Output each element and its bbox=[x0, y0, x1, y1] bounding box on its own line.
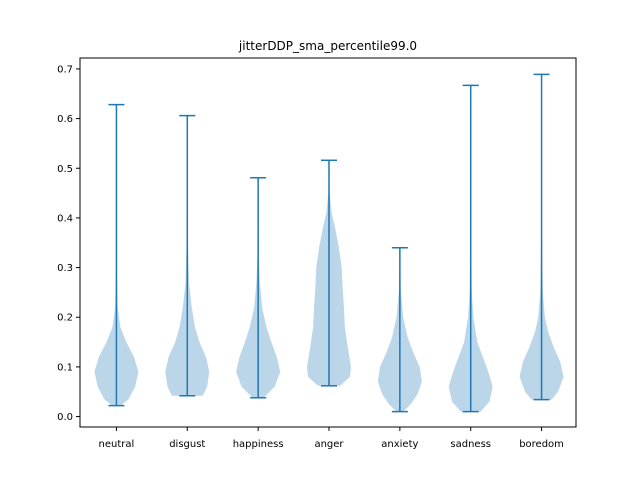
x-tick-label-anger: anger bbox=[314, 439, 344, 450]
x-tick-label-anxiety: anxiety bbox=[381, 439, 418, 450]
y-tick-label: 0.2 bbox=[57, 313, 73, 324]
chart-title: jitterDDP_sma_percentile99.0 bbox=[238, 39, 417, 53]
violins-layer bbox=[94, 73, 564, 413]
violin-happiness bbox=[236, 176, 281, 399]
violin-sadness bbox=[448, 84, 493, 413]
x-tick-label-boredom: boredom bbox=[519, 439, 564, 450]
y-tick-label: 0.5 bbox=[57, 164, 73, 175]
x-axis: neutral disgust happiness anger anxiety sadne… bbox=[99, 427, 564, 450]
y-tick-label: 0.0 bbox=[57, 412, 73, 423]
y-tick-label: 0.3 bbox=[57, 263, 73, 274]
x-tick-label-neutral: neutral bbox=[99, 439, 135, 450]
y-tick-label: 0.4 bbox=[57, 213, 73, 224]
y-tick-label: 0.7 bbox=[57, 64, 73, 75]
violin-neutral bbox=[94, 103, 139, 407]
y-tick-label: 0.1 bbox=[57, 362, 73, 373]
violin-anxiety bbox=[377, 246, 422, 413]
violin-disgust bbox=[165, 114, 210, 397]
plot-frame bbox=[79, 57, 577, 428]
y-axis: 0.0 0.1 0.2 0.3 0.4 0.5 0.6 0.7 bbox=[57, 64, 80, 423]
violin-anger bbox=[307, 159, 351, 387]
violin-boredom bbox=[519, 73, 564, 401]
y-tick-label: 0.6 bbox=[57, 114, 73, 125]
x-tick-label-disgust: disgust bbox=[169, 439, 205, 450]
x-tick-label-happiness: happiness bbox=[233, 439, 284, 450]
x-tick-label-sadness: sadness bbox=[450, 439, 491, 450]
